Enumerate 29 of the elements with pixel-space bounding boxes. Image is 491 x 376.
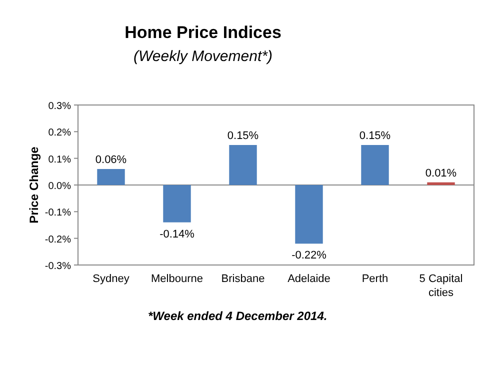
x-tick-label: 5 Capital cities bbox=[419, 273, 463, 299]
y-tick-label: 0.3% bbox=[48, 101, 72, 112]
bar bbox=[427, 182, 455, 185]
y-tick-label: -0.3% bbox=[44, 261, 72, 272]
x-tick-label: Melbourne bbox=[151, 273, 203, 285]
text: *Week ended 4 December 2014. bbox=[148, 309, 328, 323]
bar bbox=[97, 169, 125, 185]
data-label: 0.15% bbox=[359, 130, 391, 142]
x-tick-label: Adelaide bbox=[288, 273, 330, 285]
y-tick-label: 0.1% bbox=[48, 154, 72, 166]
y-tick-label: 0.2% bbox=[48, 128, 72, 139]
bar bbox=[295, 185, 323, 244]
chart-subtitle: (Weekly Movement*) bbox=[134, 48, 272, 65]
bar bbox=[163, 185, 191, 222]
bar bbox=[229, 145, 257, 185]
x-tick-label: Brisbane bbox=[221, 273, 265, 285]
x-tick-label: Perth bbox=[362, 273, 388, 285]
bar bbox=[361, 145, 389, 185]
y-tick-label: 0.0% bbox=[48, 181, 72, 192]
y-tick-label: -0.1% bbox=[44, 208, 72, 219]
data-label: 0.01% bbox=[425, 167, 457, 180]
x-tick-label: Sydney bbox=[92, 273, 130, 285]
data-label: -0.22% bbox=[292, 250, 327, 262]
data-label: 0.15% bbox=[227, 130, 259, 142]
chart-title: Home Price Indices bbox=[124, 23, 282, 42]
data-label: -0.14% bbox=[160, 228, 195, 240]
y-tick-label: -0.2% bbox=[44, 234, 72, 246]
data-label: 0.06% bbox=[95, 154, 127, 166]
y-axis-title: Price Change bbox=[27, 146, 41, 224]
